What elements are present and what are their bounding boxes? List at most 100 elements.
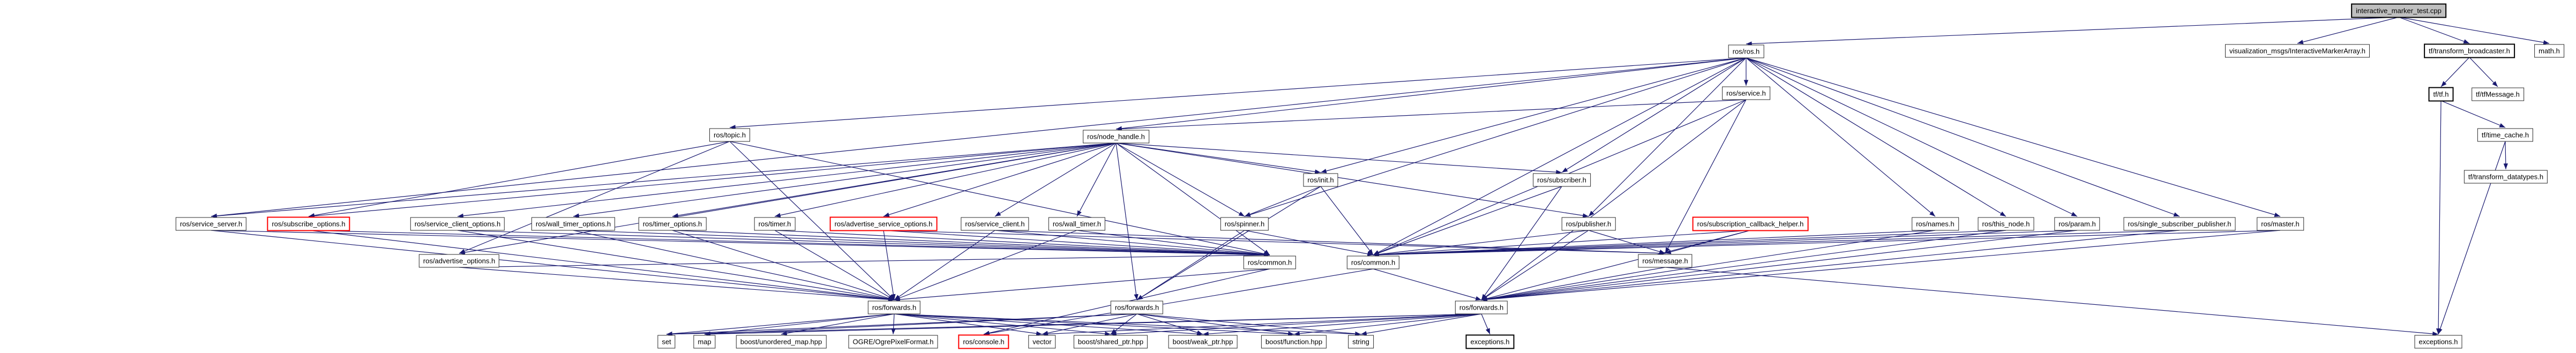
graph-node-subscribe_options[interactable]: ros/subscribe_options.h [267,216,350,231]
graph-node-advertise_service_options[interactable]: ros/advertise_service_options.h [829,216,938,231]
edge-spinner-to-common2 [1244,230,1374,257]
edge-root-to-math [2398,17,2550,45]
edge-names-to-forwards3 [1481,230,1936,302]
edge-node_handle-to-subscriber [1115,142,1562,175]
graph-node-service_client[interactable]: ros/service_client.h [961,217,1029,231]
graph-node-service_client_options[interactable]: ros/service_client_options.h [410,217,505,231]
edge-param-to-common2 [1373,230,2078,257]
edge-service_client_options-to-forwards1 [457,230,895,302]
graph-node-init[interactable]: ros/init.h [1303,173,1338,187]
graph-node-forwards3[interactable]: ros/forwards.h [1455,301,1508,314]
graph-node-weak_ptr[interactable]: boost/weak_ptr.hpp [1168,335,1238,349]
edge-common2-to-console [983,268,1374,336]
edge-tf_tf-to-time_cache [2440,100,2506,128]
edge-root-to-broadcaster [2398,17,2470,44]
edge-master-to-common2 [1373,230,2281,257]
graph-node-this_node[interactable]: ros/this_node.h [1978,217,2034,231]
graph-node-names[interactable]: ros/names.h [1912,217,1959,231]
edge-wall_timer_options-to-forwards1 [573,230,895,301]
edge-forwards3-to-exceptions1 [1481,313,1491,335]
edge-advertise_service_options-to-common1 [883,230,1270,257]
graph-node-ogre[interactable]: OGRE/OgrePixelFormat.h [848,335,938,349]
edge-publisher-to-common2 [1373,230,1589,257]
edge-init-to-spinner [1244,186,1321,217]
graph-node-unordered_map[interactable]: boost/unordered_map.hpp [736,335,827,349]
graph-node-map[interactable]: map [693,335,716,349]
edge-tf_tf-to-exceptions2 [2436,100,2442,335]
graph-node-topic[interactable]: ros/topic.h [709,128,750,142]
graph-node-tf_msg[interactable]: tf/tfMessage.h [2472,87,2524,101]
graph-node-broadcaster[interactable]: tf/transform_broadcaster.h [2424,43,2515,58]
graph-node-common1[interactable]: ros/common.h [1243,256,1297,269]
graph-node-shared_ptr[interactable]: boost/shared_ptr.hpp [1073,335,1148,349]
edge-wall_timer-to-forwards1 [894,230,1077,301]
graph-node-exceptions1[interactable]: exceptions.h [1465,334,1515,349]
edge-ros_h-to-publisher [1588,57,1747,217]
edge-service_client_options-to-common1 [457,230,1270,257]
graph-node-console[interactable]: ros/console.h [958,334,1009,349]
edge-forwards1-to-string [894,313,1361,336]
edge-node_handle-to-common1 [1115,142,1270,256]
edge-forwards3-to-string [1360,313,1482,336]
edge-forwards3-to-weak_ptr [1202,313,1482,336]
graph-node-wall_timer[interactable]: ros/wall_timer.h [1048,217,1106,231]
graph-node-timer_options[interactable]: ros/timer_options.h [638,217,707,231]
edge-spinner-to-forwards2 [1136,230,1245,301]
graph-node-sub_cb_helper[interactable]: ros/subscription_callback_helper.h [1692,216,1809,231]
edge-forwards1-to-map [704,313,895,336]
graph-node-service_server[interactable]: ros/service_server.h [175,217,247,231]
graph-node-timer[interactable]: ros/timer.h [754,217,796,231]
graph-node-tf_tf[interactable]: tf/tf.h [2428,87,2454,102]
graph-node-forwards1[interactable]: ros/forwards.h [867,301,921,314]
edge-names-to-common2 [1373,230,1936,257]
graph-node-publisher[interactable]: ros/publisher.h [1561,217,1616,231]
graph-node-spinner[interactable]: ros/spinner.h [1220,217,1269,231]
edge-wall_timer_options-to-common1 [573,230,1270,257]
graph-node-wall_timer_options[interactable]: ros/wall_timer_options.h [531,217,616,231]
graph-node-master[interactable]: ros/master.h [2257,217,2304,231]
edge-topic-to-subscribe_options [308,141,730,218]
graph-node-subscriber[interactable]: ros/subscriber.h [1533,173,1591,187]
edge-param-to-forwards3 [1481,230,2078,302]
graph-node-param[interactable]: ros/param.h [2054,217,2100,231]
edge-ros_h-to-common2 [1373,57,1747,256]
graph-node-ssp[interactable]: ros/single_subscriber_publisher.h [2123,217,2236,231]
edge-init-to-common2 [1320,186,1374,256]
edge-node_handle-to-subscribe_options [308,142,1117,219]
graph-node-service[interactable]: ros/service.h [1722,86,1770,100]
edge-topic-to-advertise_options [459,141,730,254]
graph-node-message[interactable]: ros/message.h [1638,254,1693,268]
graph-node-math[interactable]: math.h [2534,44,2564,58]
graph-node-viz[interactable]: visualization_msgs/InteractiveMarkerArra… [2225,44,2370,58]
graph-node-set[interactable]: set [657,335,676,349]
edge-time_cache-to-datatypes [2503,141,2508,170]
edge-service_server-to-forwards1 [211,230,895,302]
edge-service-to-message [1665,99,1747,254]
edge-advertise_options-to-common1 [459,252,1270,268]
edge-forwards3-to-map [704,313,1482,336]
edge-forwards2-to-map [704,313,1137,336]
graph-node-time_cache[interactable]: tf/time_cache.h [2477,128,2534,142]
edge-message-to-exceptions2 [1665,267,2439,336]
edge-root-to-viz [2297,17,2399,44]
edge-broadcaster-to-tf_tf [2440,57,2470,87]
edge-subscribe_options-to-common1 [308,230,1270,257]
graph-node-vector[interactable]: vector [1028,335,1056,349]
graph-node-common2[interactable]: ros/common.h [1346,256,1400,269]
graph-node-forwards2[interactable]: ros/forwards.h [1110,301,1164,314]
graph-node-datatypes[interactable]: tf/transform_datatypes.h [2463,170,2548,184]
edge-forwards2-to-weak_ptr [1136,313,1203,335]
edge-ros_h-to-param [1746,57,2078,217]
edge-node_handle-to-service_client_options [457,142,1117,218]
edge-publisher-to-message [1588,230,1666,254]
edge-node_handle-to-service_client [994,142,1117,217]
edge-service_client-to-forwards1 [894,230,995,301]
graph-node-advertise_options[interactable]: ros/advertise_options.h [418,254,500,268]
graph-node-node_handle[interactable]: ros/node_handle.h [1083,130,1149,144]
graph-node-exceptions2[interactable]: exceptions.h [2414,335,2462,349]
graph-node-function[interactable]: boost/function.hpp [1261,335,1327,349]
edge-advertise_options-to-forwards1 [459,267,895,302]
edge-ssp-to-forwards3 [1481,230,2180,302]
graph-node-ros_h[interactable]: ros/ros.h [1728,44,1764,58]
graph-node-string[interactable]: string [1348,335,1374,349]
